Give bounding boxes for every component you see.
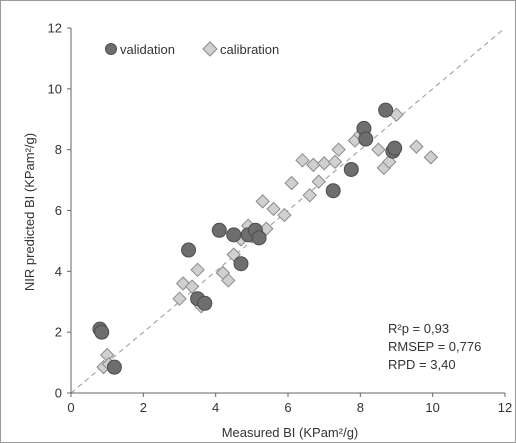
validation-point — [197, 295, 213, 311]
reference-line-group — [70, 27, 506, 394]
legend-calibration-marker — [202, 41, 218, 57]
x-tick-label: 6 — [284, 400, 291, 415]
validation-point — [94, 324, 110, 340]
validation-point — [251, 230, 267, 246]
y-tick-labels: 0 2 4 6 8 10 12 — [48, 21, 62, 401]
calibration-point — [190, 262, 205, 278]
legend-validation-label: validation — [120, 42, 175, 57]
calibration-point — [255, 194, 270, 209]
calibration-point — [409, 139, 424, 154]
calibration-point — [302, 188, 317, 203]
validation-point — [211, 222, 227, 238]
y-tick-label: 10 — [48, 81, 62, 96]
y-axis-title: NIR predicted BI (KPam²/g) — [22, 133, 37, 291]
legend-validation-marker — [105, 43, 117, 55]
calibration-point — [221, 273, 236, 288]
axes — [67, 27, 506, 397]
x-tick-label: 2 — [140, 400, 147, 415]
x-tick-label: 0 — [67, 400, 74, 415]
calibration-point — [277, 207, 292, 223]
y-tick-label: 6 — [55, 203, 62, 218]
calibration-point — [382, 154, 397, 170]
calibration-point — [184, 279, 200, 294]
validation-point — [378, 102, 394, 118]
calibration-point — [327, 154, 343, 170]
calibration-point — [331, 142, 346, 157]
y-tick-label: 0 — [55, 386, 62, 401]
validation-point — [106, 359, 122, 375]
x-tick-label: 8 — [357, 400, 364, 415]
calibration-point — [423, 150, 439, 165]
y-tick-label: 12 — [48, 21, 62, 36]
validation-point — [387, 140, 403, 156]
calibration-point — [311, 174, 326, 189]
rmsep-annotation: RMSEP = 0,776 — [388, 339, 481, 354]
y-tick-label: 8 — [55, 142, 62, 157]
validation-point — [325, 183, 341, 199]
validation-point — [226, 227, 242, 243]
x-axis-title: Measured BI (KPam²/g) — [222, 425, 359, 440]
calibration-point — [284, 175, 299, 191]
r2p-annotation: R²p = 0,93 — [388, 321, 449, 336]
x-tick-label: 4 — [212, 400, 219, 415]
calibration-point — [175, 276, 191, 291]
x-tick-label: 10 — [425, 400, 439, 415]
x-tick-label: 12 — [498, 400, 512, 415]
validation-point — [358, 131, 374, 147]
validation-point — [181, 242, 197, 258]
validation-point — [233, 256, 249, 272]
calibration-point — [266, 201, 281, 217]
calibration-point — [295, 153, 310, 168]
statistics-annotation: R²p = 0,93 RMSEP = 0,776 RPD = 3,40 — [388, 321, 481, 372]
calibration-point — [371, 142, 386, 157]
y-tick-label: 4 — [55, 264, 62, 279]
rpd-annotation: RPD = 3,40 — [388, 357, 456, 372]
data-points — [92, 102, 439, 375]
legend: validation calibration — [105, 41, 279, 57]
reference-line — [70, 27, 506, 394]
legend-calibration-label: calibration — [220, 42, 279, 57]
calibration-point — [172, 291, 187, 306]
validation-point — [343, 161, 359, 177]
x-tick-labels: 0 2 4 6 8 10 12 — [67, 400, 512, 415]
y-tick-label: 2 — [55, 325, 62, 340]
